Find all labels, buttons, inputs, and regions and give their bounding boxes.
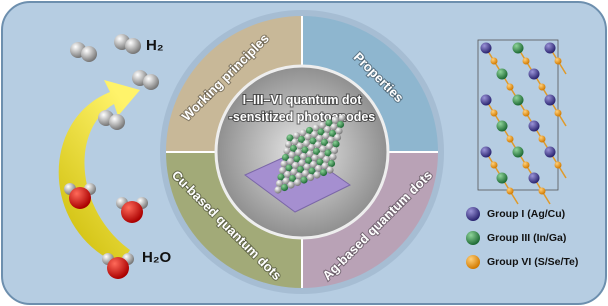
atom (281, 184, 288, 191)
atom (125, 38, 141, 54)
legend-label: Group III (In/Ga) (487, 232, 566, 244)
atom (507, 188, 514, 195)
atom (523, 162, 530, 169)
atom (507, 84, 514, 91)
atom (143, 74, 159, 90)
atom (539, 188, 546, 195)
atom (274, 186, 281, 193)
atom (81, 46, 97, 62)
atom (523, 110, 530, 117)
atom (529, 121, 540, 132)
atom (491, 162, 498, 169)
atom (481, 147, 492, 158)
atom (497, 69, 508, 80)
atom (513, 43, 524, 54)
page: Working principles Properties Cu-based q… (0, 0, 608, 306)
atom (481, 95, 492, 106)
atom (121, 201, 143, 223)
atom (331, 147, 338, 154)
atom (555, 110, 562, 117)
atom (555, 162, 562, 169)
atom (307, 174, 314, 181)
atom (523, 58, 530, 65)
atom (529, 173, 540, 184)
atom (337, 121, 344, 128)
atom (69, 187, 91, 209)
atom (497, 121, 508, 132)
atom (320, 169, 327, 176)
atom (294, 179, 301, 186)
atom (328, 160, 335, 167)
atom (107, 257, 129, 279)
atom (513, 147, 524, 158)
atom (507, 136, 514, 143)
atom (481, 43, 492, 54)
atom (545, 43, 556, 54)
center-title: -sensitized photoanodes (229, 110, 376, 124)
atom (334, 134, 341, 141)
legend-label: Group I (Ag/Cu) (487, 208, 565, 220)
legend-label: Group VI (S/Se/Te) (487, 256, 578, 268)
atom (555, 58, 562, 65)
atom (326, 166, 333, 173)
atom (491, 110, 498, 117)
atom (287, 181, 294, 188)
atom (329, 153, 336, 160)
atom (332, 140, 339, 147)
atom (338, 114, 345, 121)
legend-marker (466, 231, 480, 245)
h2o-label: H₂O (142, 249, 171, 266)
atom (513, 95, 524, 106)
diagram: Working principles Properties Cu-based q… (0, 0, 608, 306)
legend-marker (466, 207, 480, 221)
atom (335, 127, 342, 134)
atom (545, 147, 556, 158)
legend-marker (466, 255, 480, 269)
atom (109, 114, 125, 130)
center-title: I–III–VI quantum dot (243, 93, 363, 107)
atom (529, 69, 540, 80)
atom (545, 95, 556, 106)
atom (539, 84, 546, 91)
atom (497, 173, 508, 184)
h2-label: H₂ (146, 37, 164, 54)
atom (539, 136, 546, 143)
atom (491, 58, 498, 65)
atom (300, 176, 307, 183)
atom (313, 171, 320, 178)
